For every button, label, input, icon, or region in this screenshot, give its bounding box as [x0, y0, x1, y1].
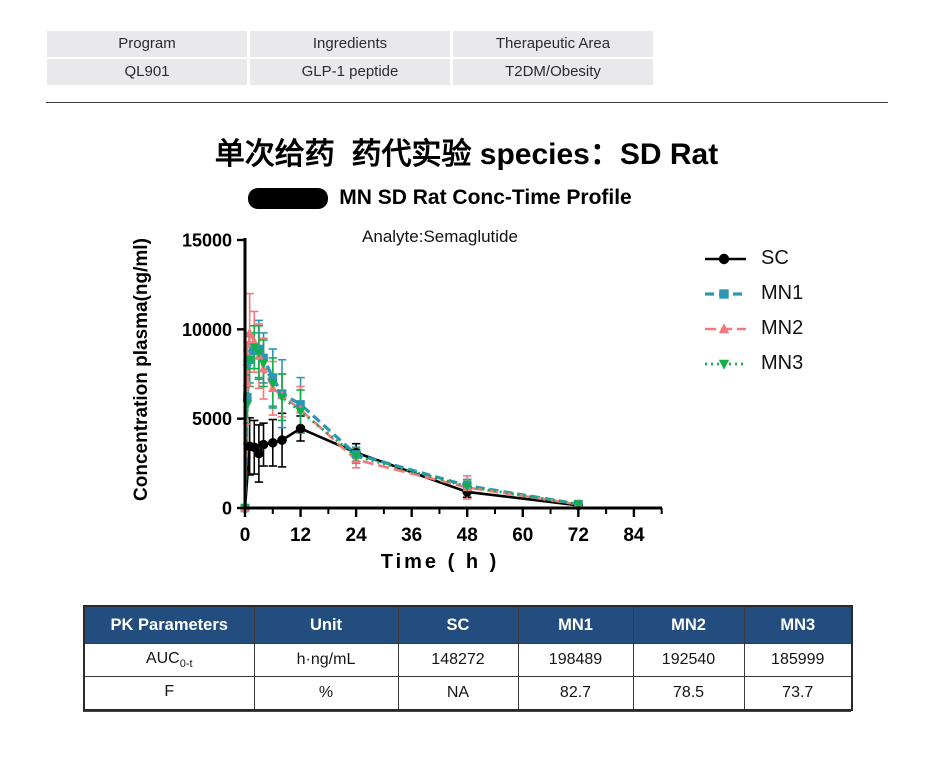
chart-title-row: MN SD Rat Conc-Time Profile — [120, 186, 760, 210]
pk-auc-sc: 148272 — [397, 643, 519, 677]
pk-header-unit: Unit — [253, 605, 399, 644]
svg-text:48: 48 — [457, 525, 478, 546]
legend-item-sc: SC — [704, 241, 803, 276]
pk-parameters-table: PK Parameters Unit SC MN1 MN2 MN3 AUC0-t… — [83, 605, 853, 711]
svg-text:60: 60 — [512, 525, 533, 546]
conc-time-plot: 0 5000 10000 15000 0 12 24 36 48 60 72 84 — [182, 231, 663, 546]
svg-text:0: 0 — [222, 499, 232, 519]
redacted-label — [248, 187, 329, 209]
info-header-program: Program — [47, 31, 247, 57]
info-header-ingredients: Ingredients — [250, 31, 450, 57]
pk-table-bottom-line — [83, 711, 851, 712]
pk-auc-mn2: 192540 — [632, 643, 745, 677]
svg-text:36: 36 — [401, 525, 422, 546]
pk-auc-mn3: 185999 — [743, 643, 853, 677]
pk-param-auc: AUC0-t — [83, 643, 255, 677]
pk-f-mn3: 73.7 — [743, 676, 853, 711]
pk-header-row: PK Parameters Unit SC MN1 MN2 MN3 — [83, 605, 853, 644]
mn1-line-marker-icon — [705, 288, 746, 299]
svg-text:12: 12 — [290, 525, 311, 546]
info-value-ingredients: GLP-1 peptide — [250, 59, 450, 85]
pk-f-mn2: 78.5 — [632, 676, 745, 711]
chart-legend: SC MN1 MN2 MN3 — [704, 241, 803, 381]
x-axis-label: Time ( h ) — [380, 551, 500, 573]
auc-subscript: 0-t — [179, 658, 193, 671]
svg-text:0: 0 — [240, 525, 251, 546]
pk-header-parameters: PK Parameters — [83, 605, 255, 644]
pk-f-sc: NA — [397, 676, 519, 711]
legend-item-mn1: MN1 — [704, 276, 803, 311]
pk-param-f: F — [83, 676, 255, 711]
mn2-line-marker-icon — [705, 322, 746, 333]
pk-header-sc: SC — [397, 605, 519, 644]
program-info-table: Program Ingredients Therapeutic Area QL9… — [47, 31, 653, 85]
pk-header-mn1: MN1 — [517, 605, 634, 644]
pk-header-mn2: MN2 — [632, 605, 745, 644]
pk-unit-f: % — [253, 676, 399, 711]
info-value-program: QL901 — [47, 59, 247, 85]
header-divider — [46, 102, 888, 103]
svg-text:72: 72 — [568, 525, 589, 546]
pk-auc-mn1: 198489 — [517, 643, 634, 677]
svg-text:15000: 15000 — [182, 231, 232, 251]
chart-subtitle: Analyte:Semaglutide — [362, 227, 518, 246]
svg-text:24: 24 — [346, 525, 368, 546]
legend-item-mn2: MN2 — [704, 311, 803, 346]
info-header-therapeutic-area: Therapeutic Area — [453, 31, 653, 57]
svg-text:84: 84 — [623, 525, 645, 546]
pk-row-auc: AUC0-t h·ng/mL 148272 198489 192540 1859… — [83, 643, 853, 677]
sc-line-marker-icon — [705, 253, 746, 264]
legend-label-mn2: MN2 — [761, 317, 804, 339]
info-value-therapeutic-area: T2DM/Obesity — [453, 59, 653, 85]
legend-item-mn3: MN3 — [704, 346, 803, 381]
slide-title: 单次给药 药代实验 species：SD Rat — [214, 138, 719, 171]
svg-text:5000: 5000 — [192, 409, 232, 429]
legend-label-sc: SC — [761, 247, 789, 269]
chart-title: MN SD Rat Conc-Time Profile — [339, 186, 632, 209]
pk-f-mn1: 82.7 — [517, 676, 634, 711]
pk-unit-auc: h·ng/mL — [253, 643, 399, 677]
legend-label-mn3: MN3 — [761, 352, 804, 374]
pk-header-mn3: MN3 — [743, 605, 853, 644]
svg-text:10000: 10000 — [182, 320, 232, 340]
mn3-line-marker-icon — [705, 359, 746, 370]
legend-label-mn1: MN1 — [761, 282, 804, 304]
pk-row-f: F % NA 82.7 78.5 73.7 — [83, 676, 853, 711]
